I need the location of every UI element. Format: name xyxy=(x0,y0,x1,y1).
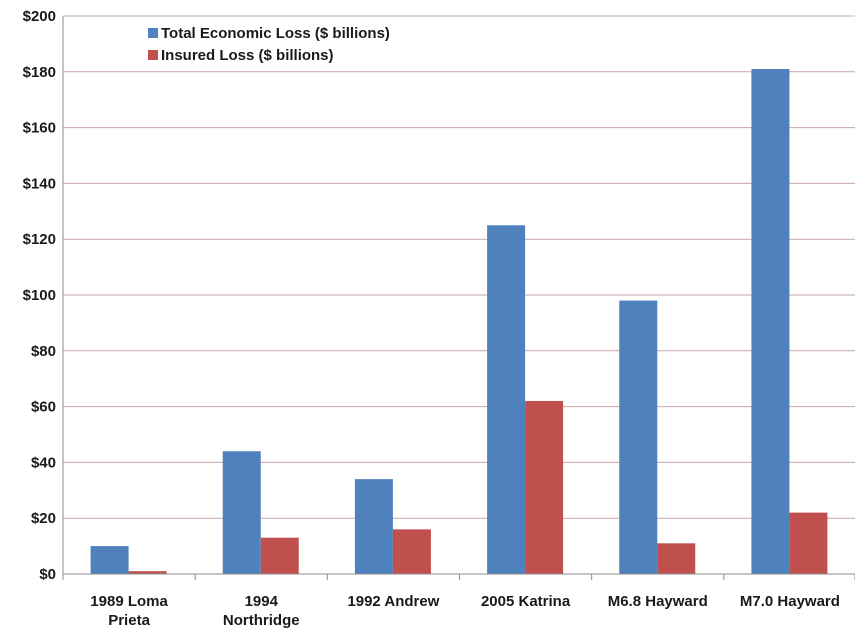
bar-insured-loss xyxy=(392,529,431,574)
y-tick-label: $60 xyxy=(31,399,56,416)
x-category-label: M6.8 Hayward xyxy=(608,593,708,610)
gridlines xyxy=(63,15,855,519)
x-category-label: 1989 Loma Prieta xyxy=(90,593,168,629)
x-category-label-line: 1992 Andrew xyxy=(347,593,439,610)
bar-insured-loss xyxy=(128,571,167,574)
x-category-label-line: 2005 Katrina xyxy=(481,593,571,610)
y-tick-label: $200 xyxy=(23,8,56,25)
x-category-label-line: 1989 Loma xyxy=(90,593,168,610)
legend-label: Insured Loss ($ billions) xyxy=(161,47,334,64)
bar-insured-loss xyxy=(260,537,299,574)
y-tick-label: $140 xyxy=(23,175,56,192)
y-tick-label: $160 xyxy=(23,120,56,137)
y-axis-tick-labels: $0 $20 $40 $60 $80 $100 $120 $140 $160 $180 $200 xyxy=(23,8,56,583)
bar-total-economic-loss xyxy=(354,479,393,574)
y-tick-label: $120 xyxy=(23,231,56,248)
bar-total-economic-loss xyxy=(619,300,658,574)
y-tick-label: $40 xyxy=(31,454,56,471)
bar-total-economic-loss xyxy=(222,451,261,574)
y-tick-label: $100 xyxy=(23,287,56,304)
x-category-label-line: M6.8 Hayward xyxy=(608,593,708,610)
bar-insured-loss xyxy=(525,401,564,574)
x-category-label: 1994 Northridge xyxy=(223,593,300,629)
x-category-label-line: 1994 xyxy=(245,593,279,610)
bar-total-economic-loss xyxy=(487,225,526,574)
legend-swatch xyxy=(148,50,158,60)
y-tick-label: $20 xyxy=(31,510,56,527)
legend: Total Economic Loss ($ billions) Insured … xyxy=(148,25,390,64)
legend-swatch xyxy=(148,28,158,38)
x-category-label: 2005 Katrina xyxy=(481,593,571,610)
bars xyxy=(90,69,828,574)
bar-total-economic-loss xyxy=(90,546,129,574)
x-category-label-line: M7.0 Hayward xyxy=(740,593,840,610)
x-axis: 1989 Loma Prieta 1994 Northridge 1992 Andrew… xyxy=(62,16,855,629)
y-tick-label: $80 xyxy=(31,343,56,360)
y-tick-label: $0 xyxy=(39,566,56,583)
y-tick-label: $180 xyxy=(23,64,56,81)
bar-total-economic-loss xyxy=(751,69,790,574)
x-category-label: 1992 Andrew xyxy=(347,593,439,610)
bar-insured-loss xyxy=(657,543,696,574)
bar-insured-loss xyxy=(789,512,828,574)
x-category-label: M7.0 Hayward xyxy=(740,593,840,610)
x-category-label-line: Prieta xyxy=(108,612,150,629)
legend-label: Total Economic Loss ($ billions) xyxy=(161,25,390,42)
x-category-label-line: Northridge xyxy=(223,612,300,629)
